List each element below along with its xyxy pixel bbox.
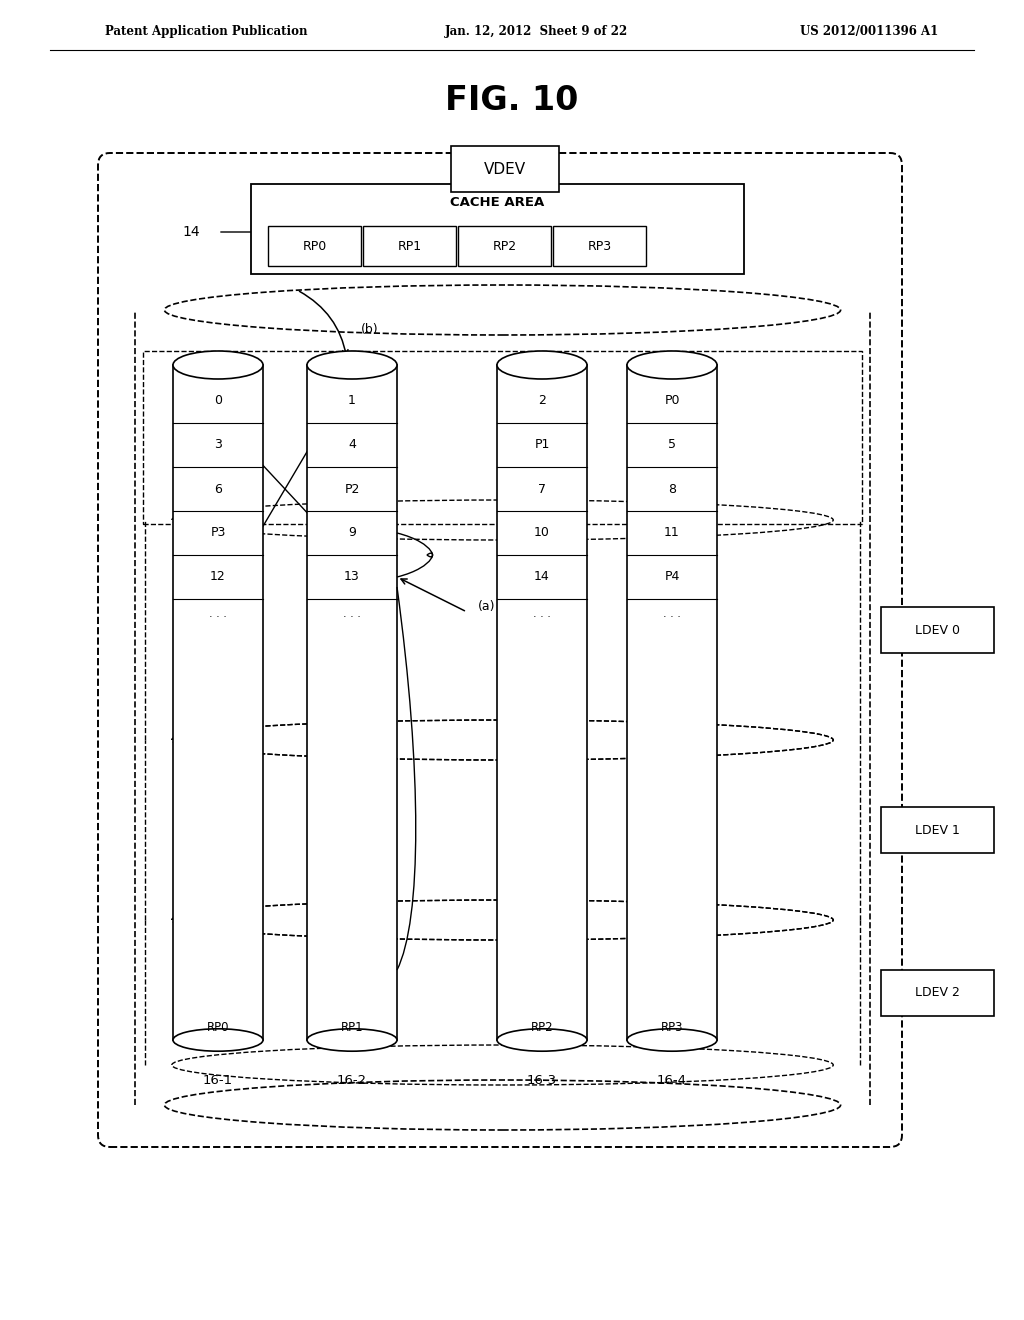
Text: LDEV 0: LDEV 0 — [915, 623, 961, 636]
Text: LDEV 1: LDEV 1 — [915, 824, 959, 837]
FancyBboxPatch shape — [881, 607, 994, 653]
Text: 5: 5 — [668, 438, 676, 451]
Text: 14: 14 — [535, 570, 550, 583]
FancyBboxPatch shape — [362, 226, 456, 267]
Text: (a): (a) — [478, 601, 496, 614]
Text: RP0: RP0 — [302, 239, 327, 252]
Polygon shape — [173, 366, 263, 1040]
Text: RP0: RP0 — [207, 1020, 229, 1034]
Text: 0: 0 — [214, 395, 222, 408]
Text: 13: 13 — [344, 570, 359, 583]
Text: P0: P0 — [665, 395, 680, 408]
Text: Patent Application Publication: Patent Application Publication — [105, 25, 307, 38]
Text: Jan. 12, 2012  Sheet 9 of 22: Jan. 12, 2012 Sheet 9 of 22 — [445, 25, 629, 38]
Text: CACHE AREA: CACHE AREA — [451, 197, 545, 210]
FancyBboxPatch shape — [881, 807, 994, 853]
Text: 7: 7 — [538, 483, 546, 495]
FancyBboxPatch shape — [553, 226, 646, 267]
Ellipse shape — [173, 1028, 263, 1051]
Text: 2: 2 — [538, 395, 546, 408]
Text: RP2: RP2 — [493, 239, 516, 252]
Text: 16-1: 16-1 — [203, 1073, 233, 1086]
Text: VDEV: VDEV — [484, 161, 526, 177]
Text: . . .: . . . — [209, 609, 227, 619]
Text: 12: 12 — [210, 570, 226, 583]
Text: RP1: RP1 — [341, 1020, 364, 1034]
Text: RP2: RP2 — [530, 1020, 553, 1034]
Text: US 2012/0011396 A1: US 2012/0011396 A1 — [800, 25, 938, 38]
Text: RP1: RP1 — [397, 239, 422, 252]
Text: P2: P2 — [344, 483, 359, 495]
Text: 14: 14 — [182, 224, 200, 239]
Text: LDEV 2: LDEV 2 — [915, 986, 959, 999]
Text: 3: 3 — [214, 438, 222, 451]
Polygon shape — [627, 366, 717, 1040]
Text: P4: P4 — [665, 570, 680, 583]
Ellipse shape — [497, 1028, 587, 1051]
Ellipse shape — [165, 285, 841, 335]
Text: 9: 9 — [348, 527, 356, 540]
Text: 16-4: 16-4 — [657, 1073, 687, 1086]
Text: 16-3: 16-3 — [527, 1073, 557, 1086]
Ellipse shape — [173, 351, 263, 379]
Text: RP3: RP3 — [660, 1020, 683, 1034]
Ellipse shape — [627, 351, 717, 379]
Text: 16-2: 16-2 — [337, 1073, 367, 1086]
FancyBboxPatch shape — [881, 969, 994, 1015]
Text: . . .: . . . — [664, 609, 681, 619]
Text: 10: 10 — [535, 527, 550, 540]
Text: P1: P1 — [535, 438, 550, 451]
Text: 11: 11 — [665, 527, 680, 540]
Ellipse shape — [627, 1028, 717, 1051]
Ellipse shape — [307, 1028, 397, 1051]
Ellipse shape — [497, 351, 587, 379]
Text: FIG. 10: FIG. 10 — [445, 83, 579, 116]
Text: P3: P3 — [210, 527, 225, 540]
Text: 4: 4 — [348, 438, 356, 451]
FancyBboxPatch shape — [458, 226, 551, 267]
Text: RP3: RP3 — [588, 239, 611, 252]
Ellipse shape — [165, 1080, 841, 1130]
FancyBboxPatch shape — [251, 183, 744, 275]
Text: (b): (b) — [361, 323, 379, 337]
Text: 8: 8 — [668, 483, 676, 495]
FancyBboxPatch shape — [268, 226, 361, 267]
Text: 6: 6 — [214, 483, 222, 495]
Text: . . .: . . . — [343, 609, 360, 619]
Polygon shape — [307, 366, 397, 1040]
Polygon shape — [497, 366, 587, 1040]
Ellipse shape — [307, 351, 397, 379]
Text: 1: 1 — [348, 395, 356, 408]
Text: . . .: . . . — [534, 609, 551, 619]
FancyBboxPatch shape — [451, 147, 559, 191]
